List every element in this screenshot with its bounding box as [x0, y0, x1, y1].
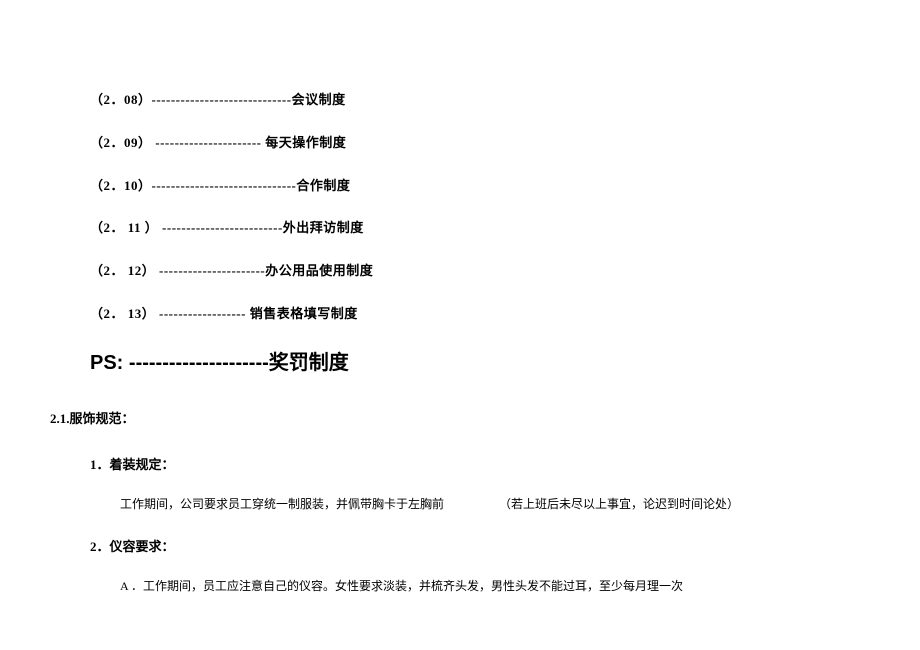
ps-heading: PS: ---------------------奖罚制度 — [50, 347, 870, 379]
toc-item: （2．09） ---------------------- 每天操作制度 — [50, 133, 870, 154]
toc-dashes: ------------------------------ — [152, 178, 297, 193]
toc-label: 会议制度 — [292, 92, 346, 107]
toc-item: （2． 11 ） -------------------------外出拜访制度 — [50, 218, 870, 239]
toc-label: 合作制度 — [296, 178, 350, 193]
ps-label: 奖罚制度 — [269, 352, 349, 374]
body-main: 工作期间，公司要求员工穿统一制服装，并佩带胸卡于左胸前 — [120, 497, 444, 511]
toc-label: 销售表格填写制度 — [246, 306, 358, 321]
ps-prefix: PS: — [90, 352, 129, 374]
ps-dashes: --------------------- — [129, 352, 269, 374]
toc-item: （2．10）------------------------------合作制度 — [50, 176, 870, 197]
toc-item: （2． 12） ----------------------办公用品使用制度 — [50, 261, 870, 282]
toc-num: （2．09） — [90, 135, 152, 150]
toc-num: （2． 13） — [90, 306, 155, 321]
sub-name: 仪容要求： — [110, 539, 175, 554]
sub-text: 工作期间，员工应注意自己的仪容。女性要求淡装，并梳齐头发，男性头发不能过耳，至少… — [143, 579, 683, 593]
subsection-title: 2．仪容要求： — [50, 537, 870, 558]
toc-label: 外出拜访制度 — [283, 220, 364, 235]
sub-prefix: A ． — [120, 579, 143, 593]
toc-num: （2． 11 ） — [90, 220, 158, 235]
toc-dashes: ------------------ — [155, 306, 246, 321]
section-title: 2.1.服饰规范： — [50, 409, 870, 430]
section-number: 2.1. — [50, 411, 70, 426]
subsection-sub-body: A ．工作期间，员工应注意自己的仪容。女性要求淡装，并梳齐头发，男性头发不能过耳… — [50, 577, 870, 596]
toc-item: （2．08）-----------------------------会议制度 — [50, 90, 870, 111]
toc-dashes: ---------------------- — [155, 263, 265, 278]
body-note: （若上班后未尽以上事宜，论迟到时间论处） — [499, 495, 739, 514]
toc-list: （2．08）-----------------------------会议制度 … — [50, 90, 870, 325]
toc-label: 办公用品使用制度 — [265, 263, 373, 278]
toc-dashes: ------------------------- — [158, 220, 282, 235]
section-name: 服饰规范： — [70, 411, 135, 426]
subsection-body: 工作期间，公司要求员工穿统一制服装，并佩带胸卡于左胸前 （若上班后未尽以上事宜，论… — [50, 495, 870, 514]
sub-name: 着装规定： — [110, 457, 175, 472]
toc-num: （2．10） — [90, 178, 152, 193]
toc-dashes: ----------------------------- — [152, 92, 292, 107]
toc-num: （2．08） — [90, 92, 152, 107]
subsection-title: 1．着装规定： — [50, 455, 870, 476]
toc-label: 每天操作制度 — [262, 135, 347, 150]
toc-num: （2． 12） — [90, 263, 155, 278]
toc-item: （2． 13） ------------------ 销售表格填写制度 — [50, 304, 870, 325]
sub-num: 1． — [90, 457, 110, 472]
sub-num: 2． — [90, 539, 110, 554]
toc-dashes: ---------------------- — [152, 135, 262, 150]
